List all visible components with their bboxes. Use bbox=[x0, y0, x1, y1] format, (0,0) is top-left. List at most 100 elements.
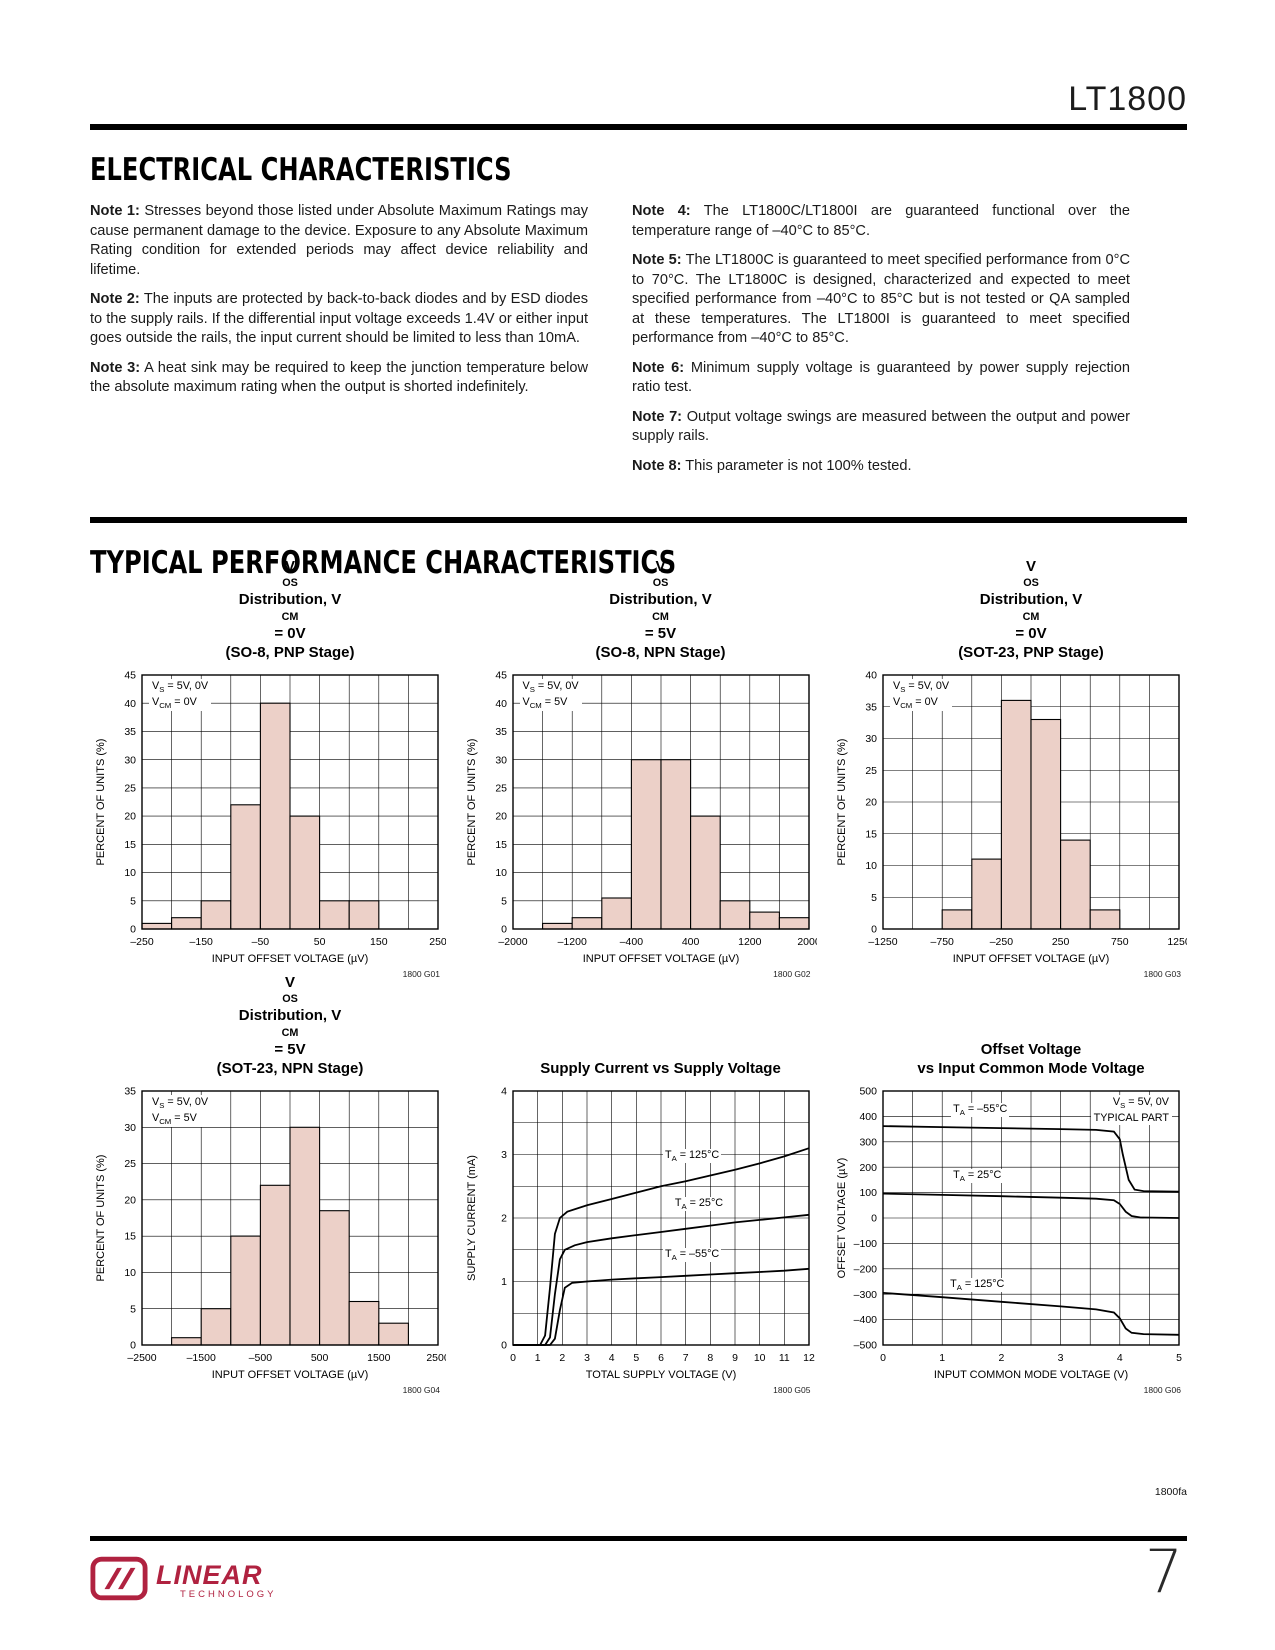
chart-graph-id: 1800 G02 bbox=[773, 968, 811, 979]
chart-title: V OS Distribution, V CM = 5V (SOT-23, NPN S… bbox=[216, 973, 364, 1078]
svg-text:–500: –500 bbox=[854, 1339, 878, 1351]
svg-text:750: 750 bbox=[1111, 936, 1129, 948]
chart-plot: –250 –150 –50 50 150 250 0 5 10 15 20 25 30 35 40 45 INP… bbox=[95, 669, 446, 964]
svg-text:35: 35 bbox=[495, 726, 507, 738]
note-2-label: Note 2: bbox=[90, 291, 140, 308]
svg-text:–200: –200 bbox=[854, 1263, 878, 1275]
svg-text:20: 20 bbox=[124, 810, 136, 822]
curve-label: TA = 125°C bbox=[662, 1148, 722, 1164]
svg-text:0: 0 bbox=[501, 923, 507, 935]
svg-text:10: 10 bbox=[753, 1352, 765, 1364]
note-3-text: A heat sink may be required to keep the … bbox=[90, 359, 588, 396]
chart-canvas: –2500 –1500 –500 500 1500 2500 0 5 10 15 20 25 30 35 I… bbox=[90, 1083, 446, 1383]
chart-vos-sot23-npn: V OS Distribution, V CM = 5V (SOT-23, NPN S… bbox=[90, 973, 446, 1395]
svg-text:–1500: –1500 bbox=[187, 1352, 216, 1364]
chart-vos-so8-npn: V OS Distribution, V CM = 5V (SO-8, NPN Sta… bbox=[461, 558, 817, 979]
note-2-text: The inputs are protected by back-to-back… bbox=[90, 291, 588, 347]
svg-text:INPUT COMMON MODE VOLTAGE (V): INPUT COMMON MODE VOLTAGE (V) bbox=[934, 1369, 1128, 1381]
logo-name: LINEAR bbox=[156, 1560, 263, 1591]
note-2: Note 2: The inputs are protected by back… bbox=[90, 290, 588, 349]
svg-text:OFFSET VOLTAGE (µV): OFFSET VOLTAGE (µV) bbox=[836, 1157, 848, 1278]
svg-text:0: 0 bbox=[871, 1212, 877, 1224]
chart-annotation: VS = 5V, 0V VCM = 5V bbox=[149, 1094, 212, 1128]
svg-text:15: 15 bbox=[495, 838, 507, 850]
svg-text:7: 7 bbox=[682, 1352, 688, 1364]
svg-text:0: 0 bbox=[871, 923, 877, 935]
note-6: Note 6: Minimum supply voltage is guaran… bbox=[632, 359, 1130, 398]
svg-text:35: 35 bbox=[865, 701, 877, 713]
linear-technology-logo-icon bbox=[90, 1556, 148, 1606]
svg-text:50: 50 bbox=[314, 936, 326, 948]
svg-text:2000: 2000 bbox=[797, 936, 817, 948]
svg-text:0: 0 bbox=[510, 1352, 516, 1364]
chart-annotation: VS = 5V, 0V VCM = 0V bbox=[149, 678, 212, 712]
svg-text:40: 40 bbox=[495, 697, 507, 709]
svg-text:3: 3 bbox=[584, 1352, 590, 1364]
note-8: Note 8: This parameter is not 100% teste… bbox=[632, 457, 1130, 477]
svg-text:–1250: –1250 bbox=[868, 936, 897, 948]
svg-text:35: 35 bbox=[124, 1085, 136, 1097]
svg-text:15: 15 bbox=[124, 1230, 136, 1242]
svg-text:–100: –100 bbox=[854, 1238, 878, 1250]
svg-text:250: 250 bbox=[429, 936, 446, 948]
svg-text:5: 5 bbox=[1176, 1352, 1182, 1364]
svg-text:–400: –400 bbox=[619, 936, 643, 948]
svg-text:400: 400 bbox=[681, 936, 699, 948]
svg-text:150: 150 bbox=[370, 936, 388, 948]
chart-canvas: –2000 –1200 –400 400 1200 2000 0 5 10 15 20 25 30 35 4… bbox=[461, 667, 817, 967]
svg-text:PERCENT OF UNITS (%): PERCENT OF UNITS (%) bbox=[466, 738, 478, 865]
chart-graph-id: 1800 G05 bbox=[773, 1384, 811, 1395]
section-title-typical: TYPICAL PERFORMANCE CHARACTERISTICS bbox=[90, 544, 677, 581]
svg-text:–400: –400 bbox=[854, 1314, 878, 1326]
svg-text:100: 100 bbox=[859, 1187, 877, 1199]
svg-text:5: 5 bbox=[130, 1303, 136, 1315]
chart-annotation: VS = 5V, 0V VCM = 5V bbox=[519, 678, 582, 712]
svg-text:25: 25 bbox=[865, 764, 877, 776]
svg-text:45: 45 bbox=[495, 669, 507, 681]
svg-text:SUPPLY CURRENT (mA): SUPPLY CURRENT (mA) bbox=[466, 1155, 478, 1281]
svg-text:1250: 1250 bbox=[1167, 936, 1187, 948]
note-4-text: The LT1800C/LT1800I are guaranteed funct… bbox=[632, 203, 1130, 239]
note-7-text: Output voltage swings are measured betwe… bbox=[632, 408, 1130, 445]
curve-label: TA = –55°C bbox=[951, 1102, 1010, 1117]
chart-canvas: 0 1 2 3 4 5 –500 –400 –300 –200 –100 0 100 200 300 400 5… bbox=[831, 1083, 1187, 1383]
svg-text:11: 11 bbox=[778, 1352, 789, 1364]
note-8-text: This parameter is not 100% tested. bbox=[685, 458, 912, 475]
chart-canvas: –250 –150 –50 50 150 250 0 5 10 15 20 25 30 35 40 45 INP… bbox=[90, 667, 446, 967]
svg-text:2: 2 bbox=[559, 1352, 565, 1364]
svg-text:1200: 1200 bbox=[738, 936, 762, 948]
curve-label: TA = 25°C bbox=[672, 1196, 726, 1211]
svg-text:1: 1 bbox=[501, 1276, 507, 1288]
page-header: LT1800 bbox=[90, 0, 1187, 116]
footer-rule bbox=[90, 1536, 1187, 1541]
svg-text:TOTAL SUPPLY VOLTAGE (V): TOTAL SUPPLY VOLTAGE (V) bbox=[585, 1369, 736, 1381]
chart-offset-voltage: Offset Voltage vs Input Common Mode Volta… bbox=[831, 1031, 1187, 1395]
charts-grid: V OS Distribution, V CM = 0V (SO-8, PNP Sta… bbox=[90, 558, 1187, 1395]
note-5-text: The LT1800C is guaranteed to meet specif… bbox=[632, 252, 1130, 347]
svg-text:500: 500 bbox=[311, 1352, 329, 1364]
curve-label: TA = 125°C bbox=[948, 1278, 1007, 1293]
svg-text:5: 5 bbox=[633, 1352, 639, 1364]
page-number: 7 bbox=[1144, 1537, 1183, 1607]
svg-text:40: 40 bbox=[124, 697, 136, 709]
svg-text:1: 1 bbox=[939, 1352, 945, 1364]
datasheet-page: LT1800 ELECTRICAL CHARACTERISTICS Note 1… bbox=[90, 0, 1187, 1395]
svg-text:35: 35 bbox=[124, 726, 136, 738]
chart-vos-so8-pnp: V OS Distribution, V CM = 0V (SO-8, PNP Sta… bbox=[90, 558, 446, 979]
note-6-label: Note 6: bbox=[632, 359, 685, 376]
svg-text:1500: 1500 bbox=[367, 1352, 391, 1364]
svg-text:0: 0 bbox=[880, 1352, 886, 1364]
chart-graph-id: 1800 G06 bbox=[1143, 1384, 1181, 1395]
svg-text:30: 30 bbox=[865, 733, 877, 745]
curve-label: TA = 25°C bbox=[951, 1169, 1004, 1184]
svg-text:PERCENT OF UNITS (%): PERCENT OF UNITS (%) bbox=[95, 1154, 107, 1281]
logo-text: LINEAR TECHNOLOGY bbox=[156, 1562, 277, 1600]
chart-annotation: VS = 5V, 0V TYPICAL PART bbox=[1090, 1094, 1172, 1126]
part-number: LT1800 bbox=[1068, 80, 1187, 118]
note-3: Note 3: A heat sink may be required to k… bbox=[90, 359, 588, 398]
svg-text:500: 500 bbox=[859, 1085, 877, 1097]
svg-text:300: 300 bbox=[859, 1136, 877, 1148]
svg-text:1: 1 bbox=[534, 1352, 540, 1364]
